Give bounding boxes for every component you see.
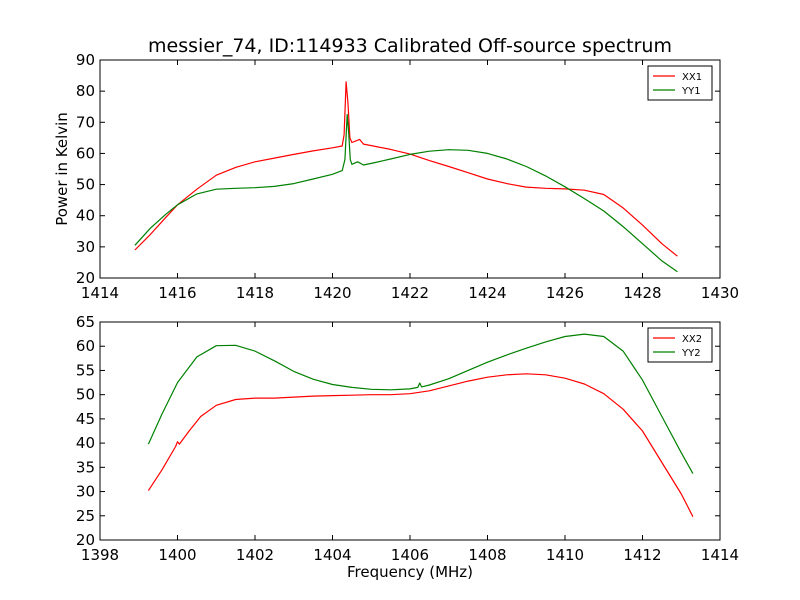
x-tick-label: 1414	[81, 284, 119, 302]
chart-title: messier_74, ID:114933 Calibrated Off-sou…	[148, 35, 672, 57]
y-tick-label: 50	[76, 176, 95, 194]
series-line-xx1	[134, 81, 678, 257]
y-tick-label: 20	[76, 531, 95, 549]
y-tick-label: 45	[76, 410, 95, 428]
y-tick-label: 30	[76, 238, 95, 256]
y-tick-label: 20	[76, 269, 95, 287]
y-tick-label: 90	[76, 51, 95, 69]
y-tick-label: 60	[76, 337, 95, 355]
y-tick-label: 65	[76, 313, 95, 331]
x-tick-label: 1414	[701, 546, 739, 564]
y-tick-label: 40	[76, 207, 95, 225]
x-tick-label: 1402	[236, 546, 274, 564]
series-line-xx2	[147, 373, 694, 517]
y-tick-label: 80	[76, 82, 95, 100]
series-line-yy2	[147, 333, 694, 474]
x-tick-label: 1400	[158, 546, 196, 564]
x-tick-label: 1428	[623, 284, 661, 302]
y-tick-label: 25	[76, 507, 95, 525]
x-tick-label: 1412	[623, 546, 661, 564]
y-tick-label: 30	[76, 483, 95, 501]
x-tick-label: 1418	[236, 284, 274, 302]
x-tick-label: 1416	[158, 284, 196, 302]
x-tick-label: 1422	[391, 284, 429, 302]
y-tick-label: 60	[76, 144, 95, 162]
top-plot: 1414 1416 1418 1420 1422 1424 1426 1428 1430 20 30…	[76, 51, 739, 302]
legend-box	[647, 327, 713, 363]
x-tick-label: 1426	[546, 284, 584, 302]
x-tick-label: 1410	[546, 546, 584, 564]
legend-label-xx1: XX1	[682, 72, 702, 83]
x-tick-label: 1430	[701, 284, 739, 302]
y-tick-label: 50	[76, 386, 95, 404]
y-tick-label: 40	[76, 434, 95, 452]
y-axis-label: Power in Kelvin	[53, 112, 71, 226]
legend-label-yy2: YY2	[681, 348, 701, 359]
x-tick-label: 1404	[313, 546, 351, 564]
legend-box	[647, 65, 713, 101]
x-tick-label: 1406	[391, 546, 429, 564]
x-tick-label: 1398	[81, 546, 119, 564]
legend-label-yy1: YY1	[681, 86, 701, 97]
series-line-yy1	[134, 113, 678, 273]
x-tick-label: 1424	[468, 284, 506, 302]
bottom-plot: 1398 1400 1402 1404 1406 1408 1410 1412 1414 20 25…	[76, 313, 739, 564]
y-tick-label: 55	[76, 361, 95, 379]
legend-label-xx2: XX2	[682, 334, 702, 345]
y-tick-label: 70	[76, 113, 95, 131]
x-axis-label: Frequency (MHz)	[347, 563, 473, 581]
x-tick-label: 1408	[468, 546, 506, 564]
x-tick-label: 1420	[313, 284, 351, 302]
y-tick-label: 35	[76, 458, 95, 476]
